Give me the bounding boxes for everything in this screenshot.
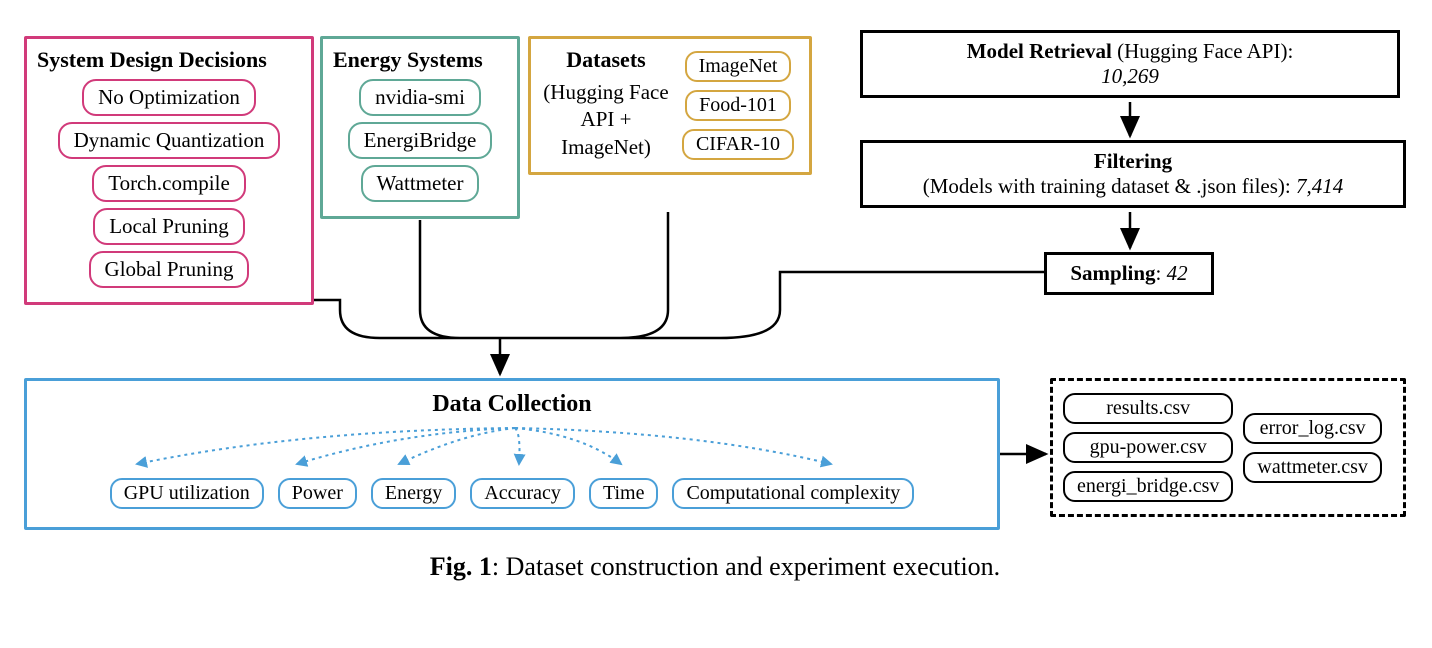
outputs-panel: results.csv gpu-power.csv energi_bridge.… — [1050, 378, 1406, 517]
filtering-box: Filtering (Models with training dataset … — [860, 140, 1406, 208]
dataset-item: ImageNet — [685, 51, 792, 82]
caption-text: : Dataset construction and experiment ex… — [492, 552, 1000, 581]
datasets-title: Datasets — [541, 47, 671, 73]
output-file: results.csv — [1063, 393, 1233, 424]
retrieval-label: Model Retrieval — [967, 39, 1112, 63]
output-file: gpu-power.csv — [1063, 432, 1233, 463]
sampling-box: Sampling: 42 — [1044, 252, 1214, 295]
metric-item: Computational complexity — [672, 478, 914, 509]
sdd-item: Local Pruning — [93, 208, 245, 245]
metric-item: GPU utilization — [110, 478, 264, 509]
sdd-item: Global Pruning — [89, 251, 250, 288]
metric-item: Accuracy — [470, 478, 575, 509]
data-collection-title: Data Collection — [41, 391, 983, 418]
sdd-item: Dynamic Quantization — [58, 122, 281, 159]
energy-item: Wattmeter — [361, 165, 480, 202]
dataset-item: CIFAR-10 — [682, 129, 794, 160]
system-design-panel: System Design Decisions No Optimization … — [24, 36, 314, 305]
energy-systems-panel: Energy Systems nvidia-smi EnergiBridge W… — [320, 36, 520, 219]
output-file: energi_bridge.csv — [1063, 471, 1233, 502]
metric-item: Energy — [371, 478, 456, 509]
sampling-label: Sampling — [1070, 261, 1155, 285]
datasets-panel: Datasets (Hugging Face API + ImageNet) I… — [528, 36, 812, 175]
sampling-value: 42 — [1167, 261, 1188, 285]
metric-item: Power — [278, 478, 357, 509]
dotted-fanout — [41, 424, 989, 474]
system-design-title: System Design Decisions — [37, 47, 301, 73]
dataset-item: Food-101 — [685, 90, 791, 121]
output-file: wattmeter.csv — [1243, 452, 1382, 483]
data-collection-panel: Data Collection GPU utilization Power En… — [24, 378, 1000, 530]
output-file: error_log.csv — [1243, 413, 1382, 444]
model-retrieval-box: Model Retrieval (Hugging Face API): 10,2… — [860, 30, 1400, 98]
filtering-desc: (Models with training dataset & .json fi… — [923, 174, 1291, 198]
retrieval-value: 10,269 — [1101, 64, 1159, 88]
sdd-item: No Optimization — [82, 79, 256, 116]
datasets-subtitle: (Hugging Face API + ImageNet) — [541, 79, 671, 161]
metric-item: Time — [589, 478, 659, 509]
caption-label: Fig. 1 — [430, 552, 492, 581]
energy-item: nvidia-smi — [359, 79, 481, 116]
retrieval-source: (Hugging Face API): — [1117, 39, 1293, 63]
sdd-item: Torch.compile — [92, 165, 246, 202]
filtering-label: Filtering — [1094, 149, 1172, 173]
figure-caption: Fig. 1: Dataset construction and experim… — [280, 552, 1150, 582]
energy-systems-title: Energy Systems — [333, 47, 507, 73]
energy-item: EnergiBridge — [348, 122, 493, 159]
filtering-value: 7,414 — [1296, 174, 1343, 198]
